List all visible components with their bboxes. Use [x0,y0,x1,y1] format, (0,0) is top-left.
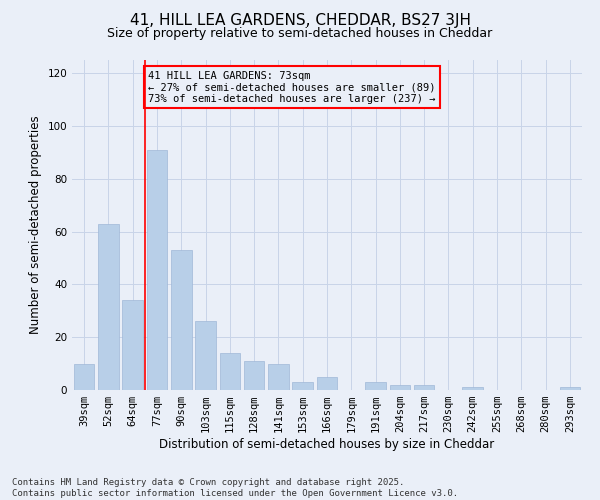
Bar [220,353,240,390]
Bar [414,384,434,390]
Text: 41, HILL LEA GARDENS, CHEDDAR, BS27 3JH: 41, HILL LEA GARDENS, CHEDDAR, BS27 3JH [130,12,470,28]
Bar [146,150,167,390]
Bar [463,388,483,390]
Bar [268,364,289,390]
Y-axis label: Number of semi-detached properties: Number of semi-detached properties [29,116,42,334]
Bar [389,384,410,390]
Text: Contains HM Land Registry data © Crown copyright and database right 2025.
Contai: Contains HM Land Registry data © Crown c… [12,478,458,498]
Bar [560,388,580,390]
Bar [195,322,216,390]
Bar [317,377,337,390]
Bar [74,364,94,390]
Text: 41 HILL LEA GARDENS: 73sqm
← 27% of semi-detached houses are smaller (89)
73% of: 41 HILL LEA GARDENS: 73sqm ← 27% of semi… [149,70,436,104]
Bar [122,300,143,390]
Bar [98,224,119,390]
Text: Size of property relative to semi-detached houses in Cheddar: Size of property relative to semi-detach… [107,28,493,40]
Bar [171,250,191,390]
X-axis label: Distribution of semi-detached houses by size in Cheddar: Distribution of semi-detached houses by … [160,438,494,451]
Bar [244,361,265,390]
Bar [292,382,313,390]
Bar [365,382,386,390]
